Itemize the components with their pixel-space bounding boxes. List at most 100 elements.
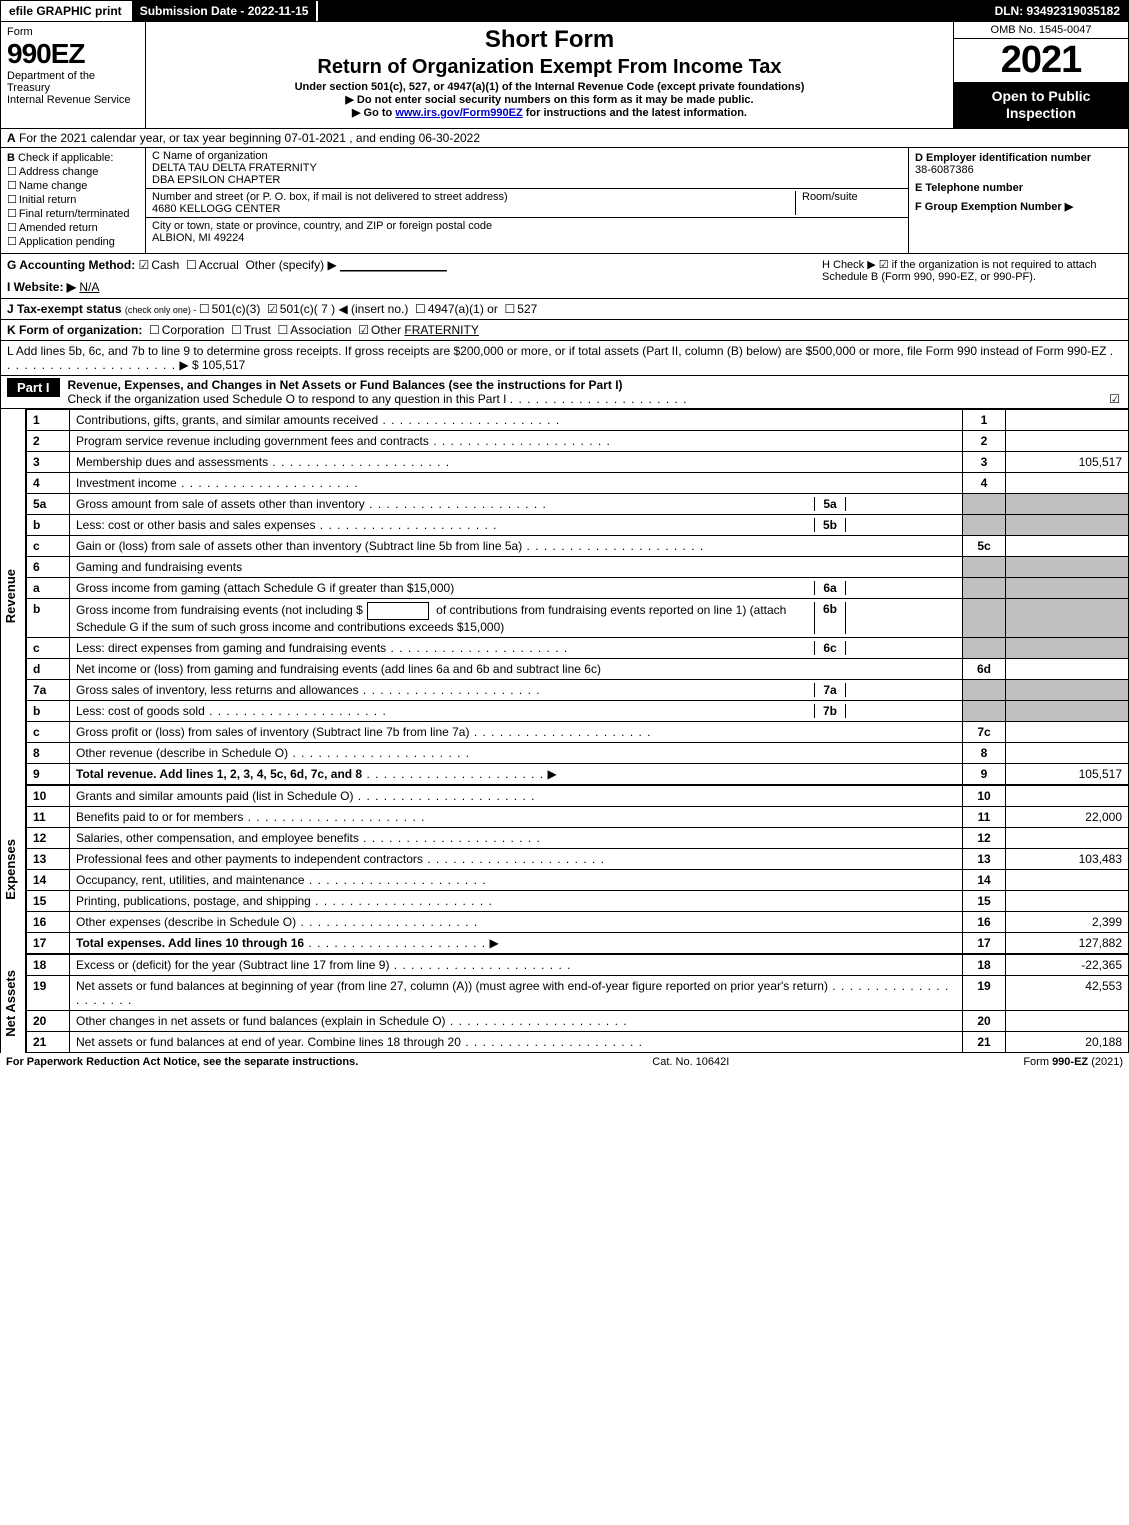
line-9: 9Total revenue. Add lines 1, 2, 3, 4, 5c…: [27, 763, 1129, 784]
c-city-row: City or town, state or province, country…: [146, 218, 908, 246]
h-box: H Check ▶ ☑ if the organization is not r…: [822, 258, 1122, 294]
j-opt3-check[interactable]: [415, 302, 428, 316]
j-label: J Tax-exempt status: [7, 302, 122, 316]
form-number: 990EZ: [7, 38, 139, 70]
omb-number: OMB No. 1545-0047: [954, 22, 1128, 39]
line-14: 14Occupancy, rent, utilities, and mainte…: [27, 869, 1129, 890]
l-arrow: ▶ $: [179, 358, 198, 372]
line-a-text: For the 2021 calendar year, or tax year …: [19, 131, 480, 145]
g-cash-label: Cash: [151, 258, 179, 272]
k-trust-check[interactable]: [231, 323, 244, 337]
dln-label: DLN: 93492319035182: [987, 1, 1128, 21]
b-opt-initial[interactable]: Initial return: [7, 193, 139, 206]
open-to-public: Open to Public Inspection: [954, 82, 1128, 128]
note-goto-post: for instructions and the latest informat…: [523, 107, 747, 119]
col-c: C Name of organization DELTA TAU DELTA F…: [146, 148, 908, 253]
g-other-label: Other (specify) ▶: [245, 258, 336, 272]
l-text: L Add lines 5b, 6c, and 7b to line 9 to …: [7, 344, 1106, 358]
form-header-left: Form 990EZ Department of the Treasury In…: [1, 22, 146, 128]
c-name1: DELTA TAU DELTA FRATERNITY: [152, 162, 902, 174]
j-opt1: 501(c)(3): [212, 302, 261, 316]
part1-label: Part I: [7, 378, 60, 397]
submission-date: Submission Date - 2022-11-15: [132, 1, 319, 21]
dept-label: Department of the Treasury: [7, 70, 139, 94]
page-footer: For Paperwork Reduction Act Notice, see …: [0, 1053, 1129, 1071]
subtitle: Under section 501(c), 527, or 4947(a)(1)…: [156, 81, 943, 93]
expenses-section: Expenses 10Grants and similar amounts pa…: [0, 785, 1129, 954]
irs-link[interactable]: www.irs.gov/Form990EZ: [395, 107, 522, 119]
j-opt2: 501(c)( 7 ) ◀ (insert no.): [280, 302, 409, 316]
k-assoc-check[interactable]: [277, 323, 290, 337]
line-6b-amount-box[interactable]: [367, 602, 429, 620]
c-city: ALBION, MI 49224: [152, 232, 492, 244]
line-16: 16Other expenses (describe in Schedule O…: [27, 911, 1129, 932]
j-opt1-check[interactable]: [199, 302, 212, 316]
line-17: 17Total expenses. Add lines 10 through 1…: [27, 932, 1129, 953]
k-row: K Form of organization: Corporation Trus…: [0, 320, 1129, 341]
line-13: 13Professional fees and other payments t…: [27, 848, 1129, 869]
line-a: A For the 2021 calendar year, or tax yea…: [0, 129, 1129, 148]
part1-dots: [510, 392, 688, 406]
c-name-label: C Name of organization: [152, 150, 902, 162]
line-19: 19Net assets or fund balances at beginni…: [27, 975, 1129, 1010]
line-4: 4Investment income4: [27, 472, 1129, 493]
netassets-label: Net Assets: [1, 966, 25, 1041]
footer-right: Form 990-EZ (2021): [1023, 1056, 1123, 1068]
g-other-line[interactable]: ________________: [340, 258, 447, 272]
line-3: 3Membership dues and assessments3105,517: [27, 451, 1129, 472]
line-6c: cLess: direct expenses from gaming and f…: [27, 637, 1129, 658]
c-city-label: City or town, state or province, country…: [152, 220, 492, 232]
line-5c: cGain or (loss) from sale of assets othe…: [27, 535, 1129, 556]
line-5a: 5aGross amount from sale of assets other…: [27, 493, 1129, 514]
k-other-check[interactable]: [358, 323, 371, 337]
line-6a: aGross income from gaming (attach Schedu…: [27, 577, 1129, 598]
j-note: (check only one) -: [125, 305, 199, 315]
line-7b: bLess: cost of goods sold7b: [27, 700, 1129, 721]
note-goto: ▶ Go to www.irs.gov/Form990EZ for instru…: [156, 106, 943, 119]
part1-check-line: Check if the organization used Schedule …: [68, 392, 507, 406]
b-opt-amended[interactable]: Amended return: [7, 221, 139, 234]
line-11: 11Benefits paid to or for members1122,00…: [27, 806, 1129, 827]
revenue-section: Revenue 1Contributions, gifts, grants, a…: [0, 409, 1129, 785]
b-opt-pending[interactable]: Application pending: [7, 235, 139, 248]
g-cash-check[interactable]: [139, 258, 152, 272]
g-accrual-check[interactable]: [186, 258, 199, 272]
efile-print-label[interactable]: efile GRAPHIC print: [1, 1, 132, 21]
f-label: F Group Exemption Number ▶: [915, 201, 1073, 213]
k-trust: Trust: [244, 323, 271, 337]
c-street: 4680 KELLOGG CENTER: [152, 203, 795, 215]
line-1: 1Contributions, gifts, grants, and simil…: [27, 409, 1129, 430]
line-7a: 7aGross sales of inventory, less returns…: [27, 679, 1129, 700]
note-goto-pre: ▶ Go to: [352, 107, 395, 119]
c-street-label: Number and street (or P. O. box, if mail…: [152, 191, 795, 203]
b-opt-final[interactable]: Final return/terminated: [7, 207, 139, 220]
line-6b: bGross income from fundraising events (n…: [27, 598, 1129, 637]
line-7c: cGross profit or (loss) from sales of in…: [27, 721, 1129, 742]
e-label: E Telephone number: [915, 182, 1023, 194]
k-corp: Corporation: [162, 323, 225, 337]
b-opt-address[interactable]: Address change: [7, 165, 139, 178]
b-opt-name[interactable]: Name change: [7, 179, 139, 192]
footer-left: For Paperwork Reduction Act Notice, see …: [6, 1056, 358, 1068]
i-label: I Website: ▶: [7, 280, 76, 294]
part1-check[interactable]: [1109, 392, 1122, 406]
line-2: 2Program service revenue including gover…: [27, 430, 1129, 451]
line-6: 6Gaming and fundraising events: [27, 556, 1129, 577]
line-5b: bLess: cost or other basis and sales exp…: [27, 514, 1129, 535]
footer-mid: Cat. No. 10642I: [652, 1056, 729, 1068]
j-opt4-check[interactable]: [505, 302, 518, 316]
i-row: I Website: ▶ N/A: [7, 280, 822, 294]
j-opt2-check[interactable]: [267, 302, 280, 316]
col-d: D Employer identification number 38-6087…: [908, 148, 1128, 253]
line-6d: dNet income or (loss) from gaming and fu…: [27, 658, 1129, 679]
d-label: D Employer identification number: [915, 152, 1091, 164]
g-label: G Accounting Method:: [7, 258, 135, 272]
form-word: Form: [7, 26, 139, 38]
k-corp-check[interactable]: [149, 323, 162, 337]
l-amount: 105,517: [202, 358, 245, 372]
j-row: J Tax-exempt status (check only one) - 5…: [0, 299, 1129, 320]
title-return: Return of Organization Exempt From Incom…: [156, 56, 943, 79]
part1-title: Revenue, Expenses, and Changes in Net As…: [68, 378, 623, 392]
c-name2: DBA EPSILON CHAPTER: [152, 174, 902, 186]
k-assoc: Association: [290, 323, 351, 337]
